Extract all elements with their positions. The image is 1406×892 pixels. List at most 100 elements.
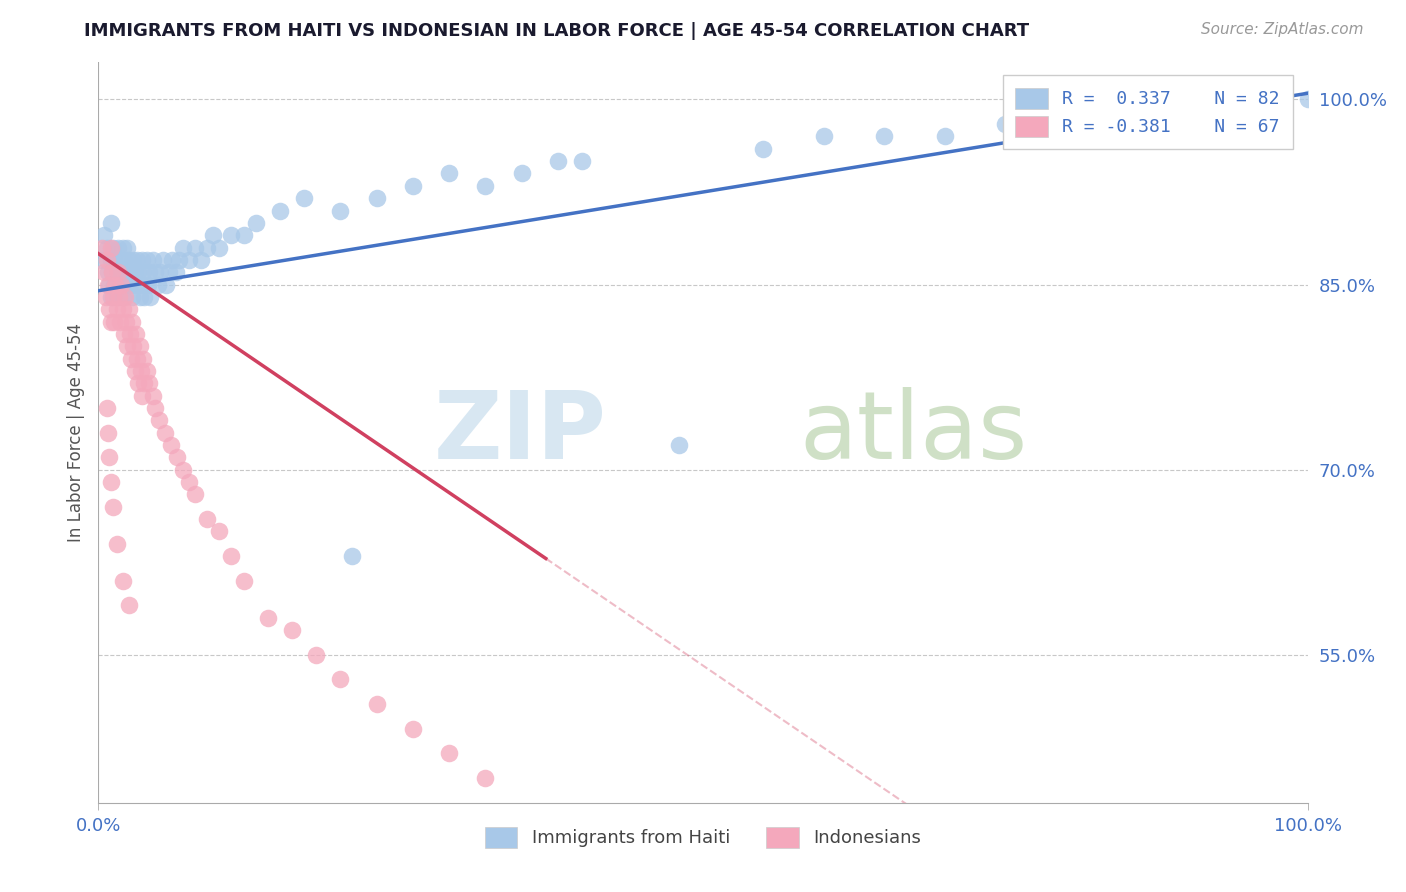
- Point: [105, 290, 128, 304]
- Point: [103, 277, 125, 292]
- Point: [120, 265, 142, 279]
- Point: [112, 252, 135, 267]
- Point: [232, 228, 254, 243]
- Point: [111, 302, 134, 317]
- Point: [105, 302, 128, 317]
- Point: [118, 277, 141, 292]
- Point: [994, 117, 1017, 131]
- Point: [107, 240, 129, 254]
- Point: [146, 277, 169, 292]
- Point: [329, 673, 352, 687]
- Y-axis label: In Labor Force | Age 45-54: In Labor Force | Age 45-54: [66, 323, 84, 542]
- Point: [132, 265, 155, 279]
- Point: [103, 252, 125, 267]
- Point: [510, 166, 533, 180]
- Point: [125, 326, 148, 341]
- Point: [100, 475, 122, 489]
- Point: [101, 500, 124, 514]
- Point: [118, 326, 141, 341]
- Point: [100, 252, 122, 267]
- Text: Source: ZipAtlas.com: Source: ZipAtlas.com: [1201, 22, 1364, 37]
- Point: [179, 252, 201, 267]
- Point: [93, 228, 115, 243]
- Point: [136, 277, 159, 292]
- Point: [115, 265, 138, 279]
- Point: [110, 277, 132, 292]
- Point: [208, 240, 231, 254]
- Point: [111, 574, 134, 588]
- Point: [269, 203, 291, 218]
- Point: [752, 142, 775, 156]
- Point: [118, 599, 141, 613]
- Text: atlas: atlas: [800, 386, 1028, 479]
- Point: [195, 240, 218, 254]
- Point: [134, 290, 156, 304]
- Point: [437, 166, 460, 180]
- Point: [1175, 104, 1198, 119]
- Point: [813, 129, 835, 144]
- Point: [148, 413, 170, 427]
- Point: [100, 265, 122, 279]
- Point: [100, 216, 122, 230]
- Point: [122, 252, 145, 267]
- Legend: Immigrants from Haiti, Indonesians: Immigrants from Haiti, Indonesians: [472, 814, 934, 861]
- Point: [172, 462, 194, 476]
- Point: [91, 252, 114, 267]
- Point: [571, 154, 593, 169]
- Point: [98, 302, 121, 317]
- Point: [160, 252, 183, 267]
- Point: [101, 290, 124, 304]
- Point: [138, 265, 160, 279]
- Point: [305, 648, 328, 662]
- Point: [100, 315, 122, 329]
- Point: [104, 277, 127, 292]
- Point: [474, 178, 496, 193]
- Point: [668, 438, 690, 452]
- Point: [165, 265, 187, 279]
- Point: [121, 290, 143, 304]
- Point: [256, 610, 278, 624]
- Point: [402, 722, 425, 736]
- Point: [547, 154, 569, 169]
- Point: [107, 265, 129, 279]
- Point: [232, 574, 254, 588]
- Point: [128, 339, 150, 353]
- Point: [117, 240, 139, 254]
- Point: [135, 252, 157, 267]
- Point: [153, 425, 176, 440]
- Point: [142, 388, 165, 402]
- Point: [179, 475, 201, 489]
- Point: [152, 252, 174, 267]
- Point: [129, 277, 152, 292]
- Point: [120, 351, 142, 366]
- Point: [100, 290, 122, 304]
- Point: [135, 364, 157, 378]
- Point: [117, 339, 139, 353]
- Point: [96, 401, 118, 415]
- Point: [122, 339, 145, 353]
- Point: [125, 277, 148, 292]
- Point: [131, 388, 153, 402]
- Point: [157, 265, 180, 279]
- Point: [131, 252, 153, 267]
- Point: [111, 290, 134, 304]
- Point: [366, 697, 388, 711]
- Point: [128, 290, 150, 304]
- Point: [103, 315, 125, 329]
- Point: [172, 240, 194, 254]
- Point: [934, 129, 956, 144]
- Point: [112, 326, 135, 341]
- Point: [97, 277, 120, 292]
- Point: [118, 252, 141, 267]
- Point: [208, 524, 231, 539]
- Point: [139, 290, 162, 304]
- Point: [329, 203, 352, 218]
- Point: [138, 376, 160, 391]
- Point: [108, 290, 131, 304]
- Point: [108, 315, 131, 329]
- Point: [98, 450, 121, 465]
- Point: [160, 438, 183, 452]
- Point: [105, 536, 128, 550]
- Point: [169, 252, 191, 267]
- Point: [342, 549, 364, 563]
